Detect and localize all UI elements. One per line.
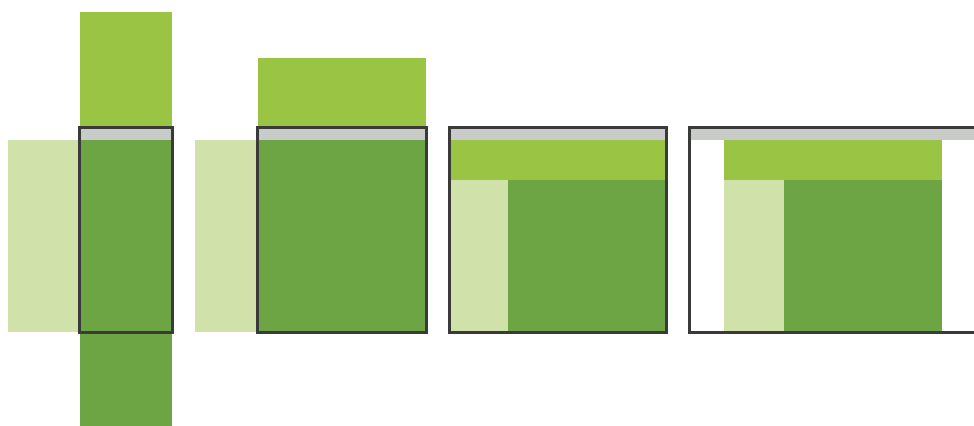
- panel-4-content: [784, 180, 942, 332]
- panel-2-top-overflow: [258, 58, 426, 128]
- panel-1-content: [80, 140, 172, 332]
- panel-3-title-bar: [450, 128, 666, 140]
- panel-2-frame: [256, 126, 428, 334]
- panel-4-frame: [688, 126, 974, 334]
- panel-2-title-bar: [258, 128, 426, 140]
- panel-3-header-block: [450, 140, 666, 180]
- panel-3-frame: [448, 126, 668, 334]
- panel-4-header-block: [724, 140, 942, 180]
- panel-3-sidebar-block: [450, 180, 508, 332]
- panel-2-content: [258, 140, 426, 332]
- panel-1-title-bar: [80, 128, 172, 140]
- panel-1-left-overflow: [8, 140, 80, 332]
- panel-1-frame: [78, 126, 174, 334]
- panel-4-title-bar: [690, 128, 974, 140]
- panel-1-bottom-overflow: [80, 332, 172, 426]
- panel-4-sidebar-block: [724, 180, 784, 332]
- panel-1-top-overflow: [80, 12, 172, 128]
- panel-3-content: [508, 180, 666, 332]
- panel-2-left-overflow: [195, 140, 256, 332]
